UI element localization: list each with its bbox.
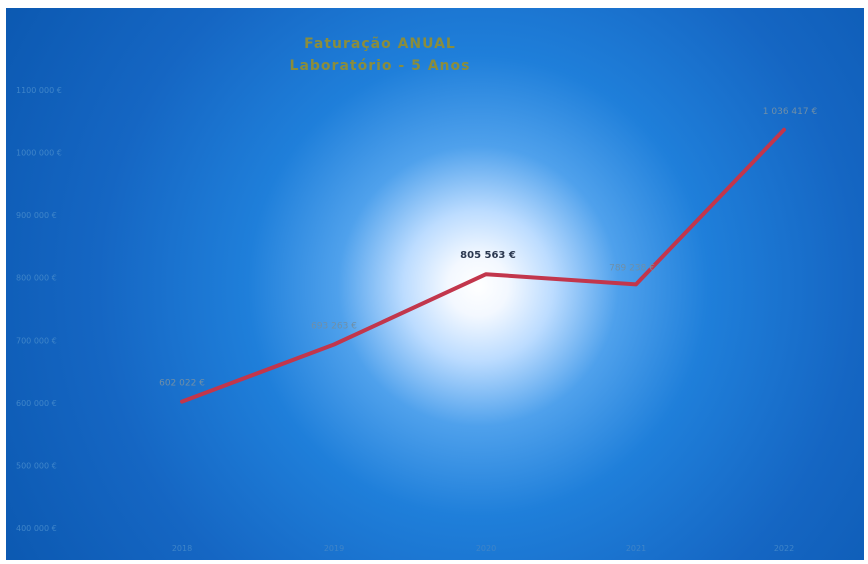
chart-title-line-2: Laboratório - 5 Anos — [290, 58, 471, 74]
data-label: 1 036 417 € — [763, 107, 818, 117]
y-tick-label: 400 000 € — [16, 524, 57, 533]
y-tick-label: 800 000 € — [16, 274, 57, 283]
data-point — [180, 400, 184, 404]
chart-title: Faturação ANUAL Laboratório - 5 Anos — [290, 36, 471, 74]
x-tick-label: 2021 — [626, 544, 646, 553]
line-chart: Faturação ANUAL Laboratório - 5 Anos 400… — [16, 36, 817, 553]
data-label: 693 263 € — [311, 322, 357, 332]
series-line — [180, 127, 786, 404]
series-group — [180, 127, 786, 404]
data-label: 602 022 € — [159, 379, 205, 389]
chart-title-line-1: Faturação ANUAL — [304, 36, 456, 52]
y-tick-label: 900 000 € — [16, 211, 57, 220]
y-tick-label: 600 000 € — [16, 399, 57, 408]
x-tick-label: 2022 — [774, 544, 794, 553]
x-tick-label: 2020 — [476, 544, 496, 553]
data-point — [332, 343, 336, 346]
y-tick-label: 1000 000 € — [16, 149, 62, 158]
data-point — [484, 272, 488, 276]
x-tick-label: 2018 — [172, 544, 192, 553]
data-labels: 602 022 € 693 263 € 805 563 € 789 238 € 1 03… — [159, 107, 817, 389]
data-label: 789 238 € — [609, 263, 655, 273]
x-axis: 2018 2019 2020 2021 2022 — [172, 544, 794, 553]
data-point — [782, 128, 786, 132]
y-tick-label: 500 000 € — [16, 461, 57, 470]
y-axis: 400 000 € 500 000 € 600 000 € 700 000 € 800 … — [16, 86, 62, 533]
data-label: 805 563 € — [460, 250, 516, 261]
chart-area: Faturação ANUAL Laboratório - 5 Anos 400… — [6, 8, 864, 560]
y-tick-label: 1100 000 € — [16, 86, 62, 95]
data-point — [634, 282, 638, 286]
y-tick-label: 700 000 € — [16, 336, 57, 345]
x-tick-label: 2019 — [324, 544, 344, 553]
